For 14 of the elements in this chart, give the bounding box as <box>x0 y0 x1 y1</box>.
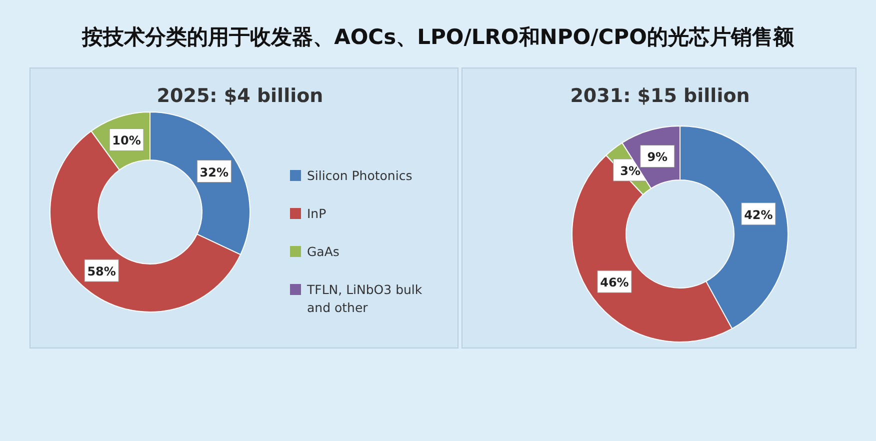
text: 按技术分类的用于收发器、AOCs、LPO/LRO和NPO/CPO的光芯片销售额 <box>81 25 795 49</box>
data-label: 46% <box>600 276 629 290</box>
legend-label: InP <box>307 206 327 221</box>
chart-subtitle: 2025: $4 billion <box>156 85 324 107</box>
data-label: 32% <box>200 165 229 180</box>
legend-label: TFLN, LiNbO3 bulk and other <box>306 282 423 315</box>
legend-label: GaAs <box>307 244 340 259</box>
data-label: 3% <box>620 164 641 178</box>
data-label: 42% <box>744 208 773 222</box>
legend-label: Silicon Photonics <box>307 168 412 183</box>
data-label: 10% <box>112 134 141 148</box>
data-label: 58% <box>87 264 116 279</box>
chart-subtitle: 2031: $15 billion <box>570 85 750 107</box>
data-label: 9% <box>647 150 668 164</box>
